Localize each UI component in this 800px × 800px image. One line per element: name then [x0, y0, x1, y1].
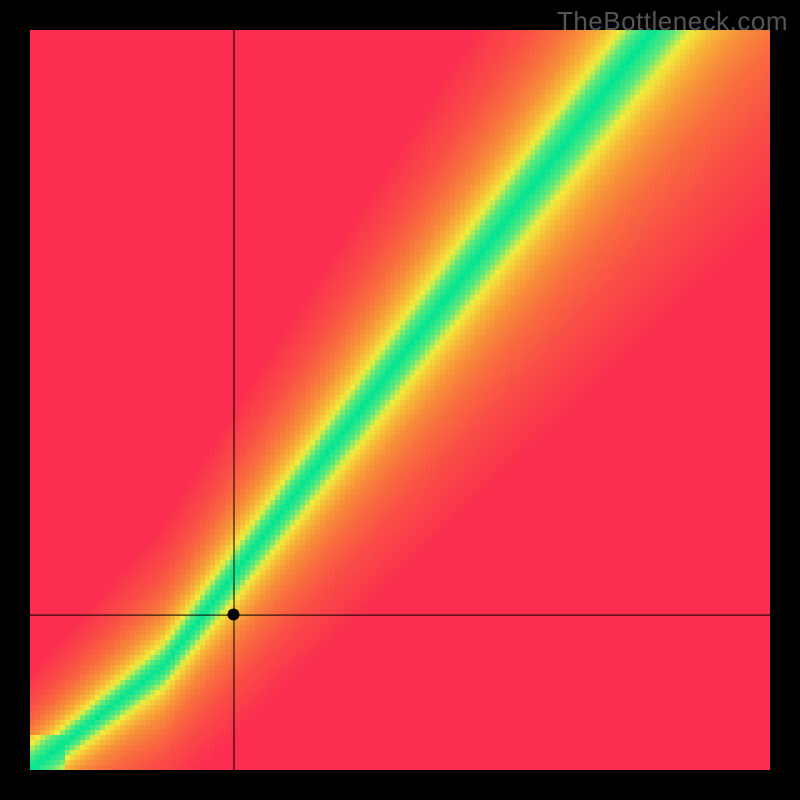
heatmap-canvas — [0, 0, 800, 800]
chart-container: TheBottleneck.com — [0, 0, 800, 800]
watermark-text: TheBottleneck.com — [557, 6, 788, 37]
